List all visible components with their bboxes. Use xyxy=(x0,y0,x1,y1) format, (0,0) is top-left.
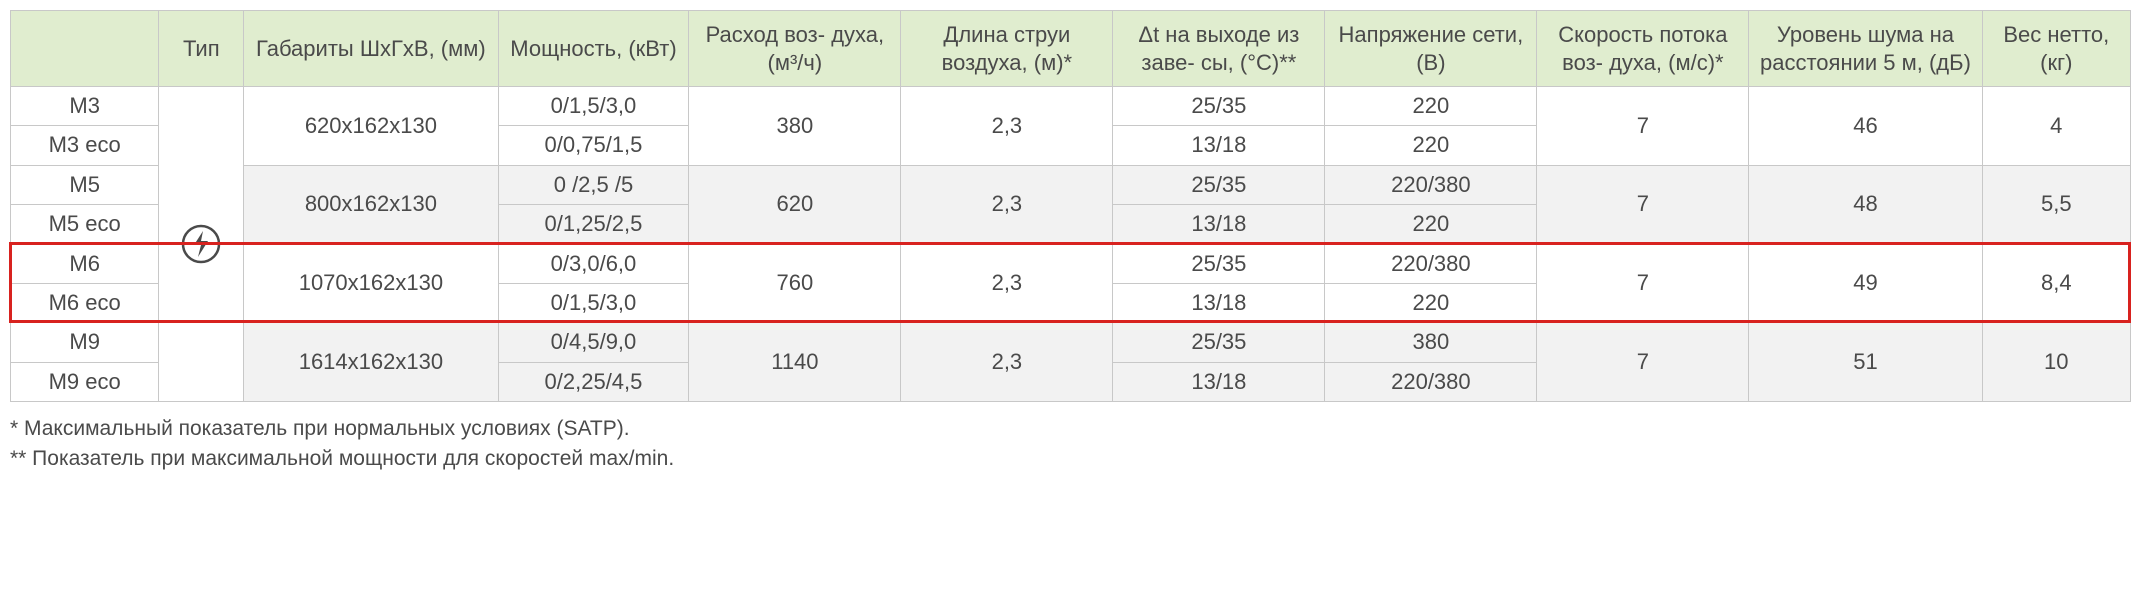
table-body: М3620х162х1300/1,5/3,03802,325/352207464… xyxy=(11,87,2131,402)
spec-table: Тип Габариты ШхГхВ, (мм) Мощность, (кВт)… xyxy=(10,10,2131,402)
header-row: Тип Габариты ШхГхВ, (мм) Мощность, (кВт)… xyxy=(11,11,2131,87)
cell-model: М9 eco xyxy=(11,362,159,401)
electric-icon xyxy=(180,223,222,265)
cell-power: 0/1,25/2,5 xyxy=(498,205,689,244)
th-dims: Габариты ШхГхВ, (мм) xyxy=(244,11,498,87)
cell-model: М6 xyxy=(11,244,159,283)
cell-voltage: 220/380 xyxy=(1325,362,1537,401)
cell-noise: 46 xyxy=(1749,87,1982,166)
cell-type-icon xyxy=(159,87,244,402)
table-wrapper: Тип Габариты ШхГхВ, (мм) Мощность, (кВт)… xyxy=(10,10,2131,402)
cell-voltage: 380 xyxy=(1325,323,1537,362)
cell-dt: 13/18 xyxy=(1113,362,1325,401)
th-airflow: Расход воз- духа, (м³/ч) xyxy=(689,11,901,87)
cell-jet: 2,3 xyxy=(901,165,1113,244)
cell-power: 0/2,25/4,5 xyxy=(498,362,689,401)
cell-voltage: 220 xyxy=(1325,205,1537,244)
cell-dims: 800х162х130 xyxy=(244,165,498,244)
cell-dt: 25/35 xyxy=(1113,165,1325,204)
table-row: М61070х162х1300/3,0/6,07602,325/35220/38… xyxy=(11,244,2131,283)
footnotes: * Максимальный показатель при нормальных… xyxy=(10,414,2131,473)
table-row: М5800х162х1300 /2,5 /56202,325/35220/380… xyxy=(11,165,2131,204)
cell-dt: 13/18 xyxy=(1113,205,1325,244)
th-dt: Δt на выходе из заве- сы, (°С)** xyxy=(1113,11,1325,87)
table-row: М91614х162х1300/4,5/9,011402,325/3538075… xyxy=(11,323,2131,362)
cell-model: М3 xyxy=(11,87,159,126)
cell-dt: 13/18 xyxy=(1113,283,1325,322)
th-jet: Длина струи воздуха, (м)* xyxy=(901,11,1113,87)
cell-model: М9 xyxy=(11,323,159,362)
cell-voltage: 220 xyxy=(1325,283,1537,322)
cell-weight: 10 xyxy=(1982,323,2130,402)
cell-dims: 1614х162х130 xyxy=(244,323,498,402)
th-voltage: Напряжение сети, (В) xyxy=(1325,11,1537,87)
cell-voltage: 220 xyxy=(1325,87,1537,126)
cell-power: 0 /2,5 /5 xyxy=(498,165,689,204)
cell-power: 0/3,0/6,0 xyxy=(498,244,689,283)
cell-dt: 13/18 xyxy=(1113,126,1325,165)
cell-voltage: 220/380 xyxy=(1325,244,1537,283)
cell-dt: 25/35 xyxy=(1113,244,1325,283)
cell-voltage: 220 xyxy=(1325,126,1537,165)
cell-dims: 620х162х130 xyxy=(244,87,498,166)
th-weight: Вес нетто, (кг) xyxy=(1982,11,2130,87)
cell-noise: 49 xyxy=(1749,244,1982,323)
cell-speed: 7 xyxy=(1537,165,1749,244)
cell-weight: 5,5 xyxy=(1982,165,2130,244)
cell-noise: 51 xyxy=(1749,323,1982,402)
th-noise: Уровень шума на расстоянии 5 м, (дБ) xyxy=(1749,11,1982,87)
cell-jet: 2,3 xyxy=(901,244,1113,323)
cell-airflow: 380 xyxy=(689,87,901,166)
cell-speed: 7 xyxy=(1537,244,1749,323)
cell-airflow: 620 xyxy=(689,165,901,244)
cell-model: М6 eco xyxy=(11,283,159,322)
cell-power: 0/0,75/1,5 xyxy=(498,126,689,165)
cell-dt: 25/35 xyxy=(1113,87,1325,126)
cell-noise: 48 xyxy=(1749,165,1982,244)
cell-speed: 7 xyxy=(1537,323,1749,402)
cell-dims: 1070х162х130 xyxy=(244,244,498,323)
cell-airflow: 760 xyxy=(689,244,901,323)
table-row: М3620х162х1300/1,5/3,03802,325/352207464 xyxy=(11,87,2131,126)
cell-power: 0/4,5/9,0 xyxy=(498,323,689,362)
th-speed: Скорость потока воз- духа, (м/с)* xyxy=(1537,11,1749,87)
cell-jet: 2,3 xyxy=(901,87,1113,166)
cell-model: М5 eco xyxy=(11,205,159,244)
cell-power: 0/1,5/3,0 xyxy=(498,87,689,126)
th-power: Мощность, (кВт) xyxy=(498,11,689,87)
cell-dt: 25/35 xyxy=(1113,323,1325,362)
th-type: Тип xyxy=(159,11,244,87)
cell-weight: 4 xyxy=(1982,87,2130,166)
footnote-2: ** Показатель при максимальной мощности … xyxy=(10,444,2131,473)
cell-model: М3 eco xyxy=(11,126,159,165)
cell-speed: 7 xyxy=(1537,87,1749,166)
cell-power: 0/1,5/3,0 xyxy=(498,283,689,322)
cell-weight: 8,4 xyxy=(1982,244,2130,323)
cell-voltage: 220/380 xyxy=(1325,165,1537,204)
footnote-1: * Максимальный показатель при нормальных… xyxy=(10,414,2131,443)
cell-airflow: 1140 xyxy=(689,323,901,402)
cell-model: М5 xyxy=(11,165,159,204)
cell-jet: 2,3 xyxy=(901,323,1113,402)
th-blank xyxy=(11,11,159,87)
